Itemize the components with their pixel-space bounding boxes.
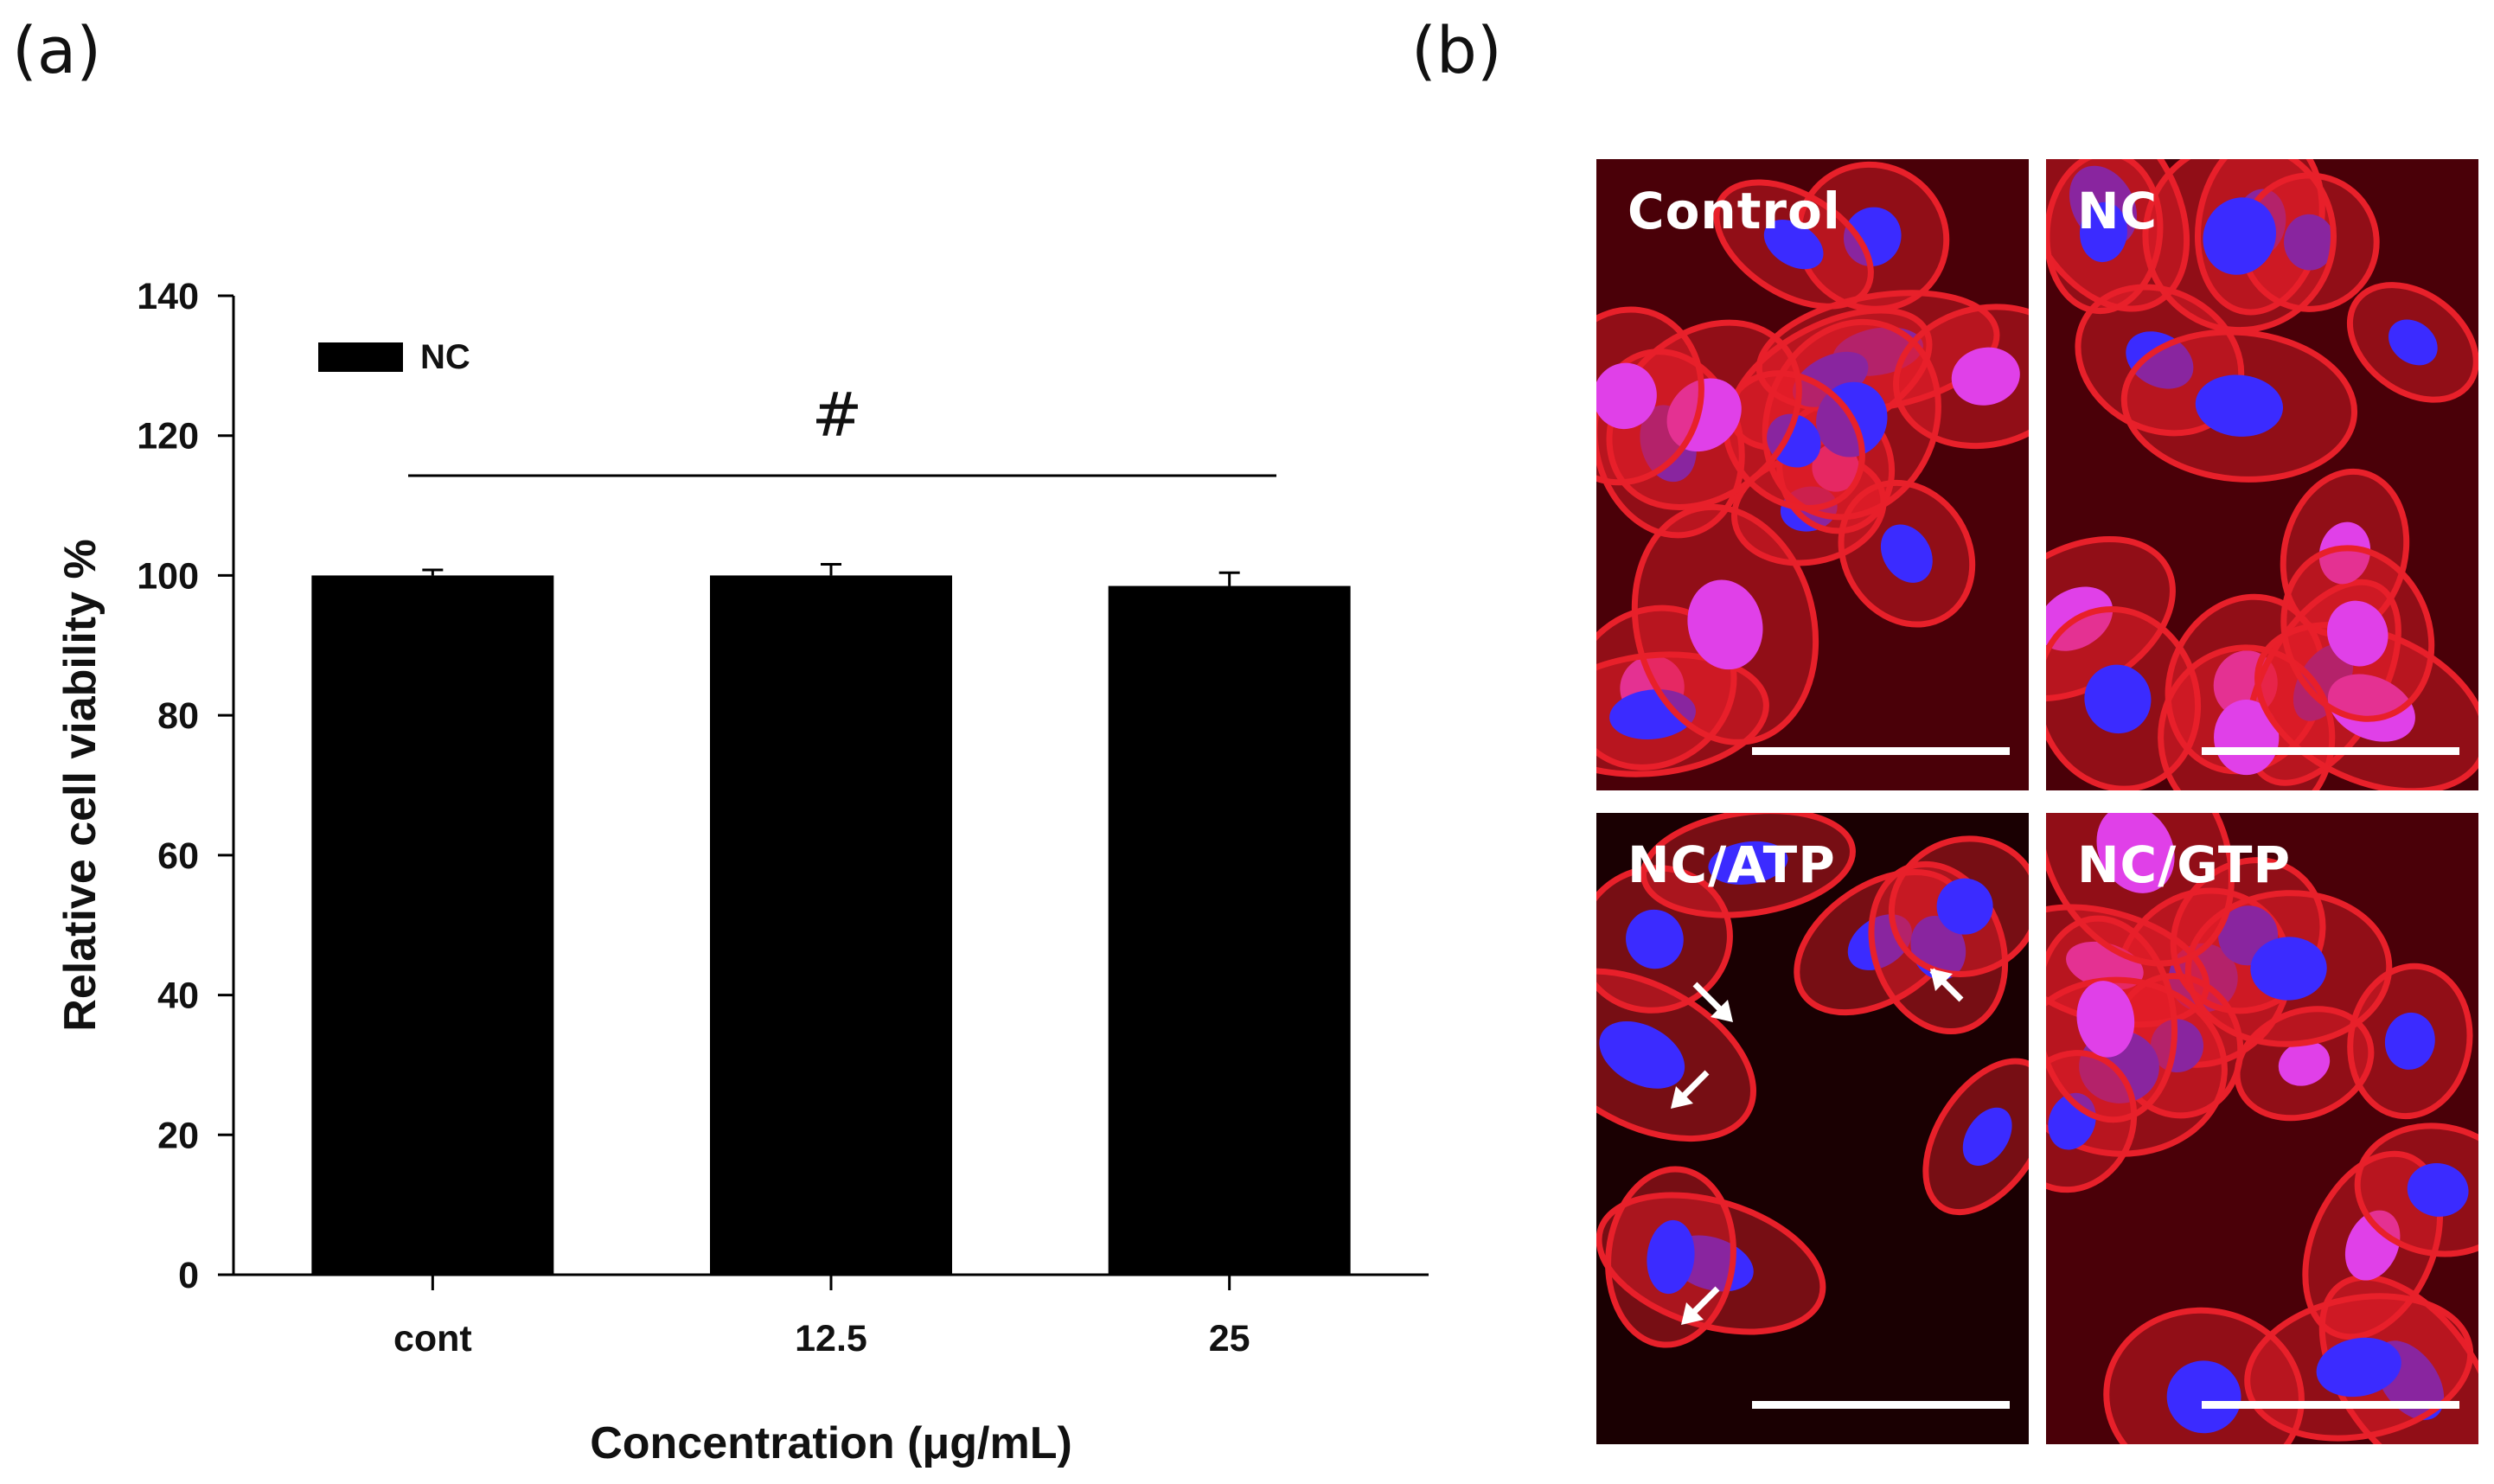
scale-bar — [2202, 747, 2459, 755]
cell-shape — [2195, 374, 2284, 437]
cell-shape — [1647, 1219, 1695, 1295]
y-tick-label: 100 — [137, 555, 199, 597]
cell-shape — [2388, 319, 2438, 366]
cell-shape — [1609, 689, 1696, 739]
bar-12.5 — [710, 575, 952, 1275]
cell-shape — [2327, 600, 2388, 667]
y-tick-label: 0 — [178, 1255, 199, 1296]
cell-shape — [1666, 378, 1742, 452]
bar-cont — [311, 575, 554, 1275]
cell-shape — [2344, 1210, 2401, 1281]
cell-shape — [2214, 700, 2280, 776]
micrograph-label: NC — [2077, 182, 2158, 240]
y-axis-title: Relative cell viability % — [55, 539, 106, 1031]
cell-shape — [2084, 664, 2152, 734]
cell-shape — [1596, 362, 1657, 430]
micrograph-label: NC/GTP — [2077, 835, 2291, 894]
micrograph-label: NC/ATP — [1627, 835, 1836, 894]
cell-shape — [2327, 674, 2415, 742]
scale-bar — [2202, 1401, 2459, 1409]
cell-image — [2046, 159, 2478, 790]
cell-shape — [2318, 521, 2371, 585]
y-tick-label: 40 — [157, 975, 199, 1017]
cell-shape — [1951, 347, 2020, 406]
cell-shape — [1763, 220, 1824, 270]
cell-shape — [1962, 1107, 2012, 1166]
cell-shape — [2166, 1360, 2241, 1434]
y-tick-label: 60 — [157, 835, 199, 877]
cell-image — [1596, 813, 2029, 1444]
micrograph-label: Control — [1627, 182, 1841, 240]
scale-bar — [1752, 1401, 2010, 1409]
y-tick-label: 120 — [137, 416, 199, 457]
cell-shape — [2407, 1163, 2469, 1217]
legend-label: NC — [420, 338, 470, 376]
cell-shape — [2096, 813, 2175, 893]
cell-shape — [1880, 524, 1933, 583]
cell-shape — [2384, 1012, 2435, 1070]
scale-bar — [1752, 747, 2010, 755]
cell-shape — [2203, 197, 2276, 275]
y-tick-label: 20 — [157, 1115, 199, 1156]
bar-chart: 0 20 40 60 80 100 120 140 cont 12.5 25 NC # Concentra… — [55, 276, 1429, 1468]
cell-shape — [2076, 981, 2135, 1058]
cell-shape — [2126, 331, 2194, 389]
arrow-icon — [1929, 968, 1964, 1002]
cell-image — [2046, 813, 2478, 1444]
cell-shape — [1843, 207, 1902, 266]
cell-shape — [2284, 214, 2336, 271]
bar-25 — [1108, 585, 1351, 1275]
micrograph-nc-gtp: NC/GTP — [2046, 813, 2478, 1444]
x-tick-label: 25 — [1209, 1318, 1250, 1359]
cell-shape — [2316, 1337, 2401, 1398]
cell-shape — [1626, 909, 1684, 969]
micrograph-nc: NC — [2046, 159, 2478, 790]
arrow-icon — [1671, 1070, 1710, 1109]
legend-swatch — [318, 342, 403, 372]
arrow-icon — [1681, 1286, 1720, 1325]
cell-shape — [2150, 1019, 2204, 1073]
cell-image — [1596, 159, 2029, 790]
x-tick-label: 12.5 — [795, 1318, 867, 1359]
panel-label-b: (b) — [1411, 14, 1502, 88]
cell-shape — [1767, 413, 1821, 468]
y-tick-label: 80 — [157, 695, 199, 737]
significance-mark: # — [812, 380, 863, 451]
cell-shape — [2079, 201, 2127, 263]
cell-shape — [1708, 841, 1788, 885]
panel-label-a: (a) — [12, 14, 102, 88]
x-tick-label: cont — [393, 1318, 472, 1359]
cell-shape — [1936, 878, 1993, 935]
y-tick-label: 140 — [137, 276, 199, 317]
cell-shape — [1599, 1020, 1685, 1089]
x-axis-title: Concentration (μg/mL) — [590, 1418, 1072, 1468]
arrow-icon — [1692, 982, 1733, 1022]
micrograph-nc-atp: NC/ATP — [1596, 813, 2029, 1444]
cell-shape — [2278, 1040, 2331, 1086]
micrograph-control: Control — [1596, 159, 2029, 790]
cell-shape — [1687, 579, 1763, 670]
cell-shape — [2250, 937, 2327, 1001]
